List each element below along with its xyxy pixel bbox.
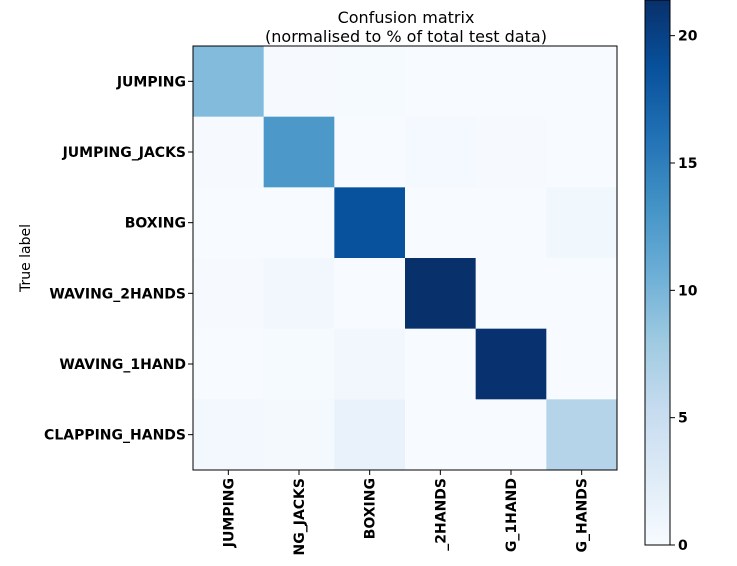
column-label: G_HANDS — [575, 478, 591, 552]
heatmap-cell — [405, 399, 476, 471]
heatmap-cell — [475, 258, 547, 329]
column-label: JUMPING — [221, 478, 237, 548]
column-label: NG_JACKS — [292, 478, 308, 555]
chart-title-line1: Confusion matrix — [338, 8, 475, 27]
heatmap-cell — [193, 399, 264, 471]
heatmap-cell — [193, 328, 264, 400]
heatmap-cell — [334, 187, 406, 259]
heatmap-cell — [546, 46, 618, 117]
heatmap-cell — [546, 187, 618, 259]
heatmap-cell — [334, 46, 406, 117]
heatmap-cell — [475, 399, 547, 471]
heatmap-cell — [263, 258, 335, 329]
row-label: JUMPING_JACKS — [62, 145, 186, 161]
heatmap-cell — [475, 328, 547, 400]
row-label: WAVING_1HAND — [59, 357, 186, 373]
heatmap-cell — [334, 116, 406, 188]
colorbar-tick-label: 10 — [678, 283, 698, 299]
colorbar-tick-label: 15 — [678, 156, 697, 172]
heatmap-cell — [405, 116, 476, 188]
row-label: WAVING_2HANDS — [49, 286, 186, 302]
heatmap-cells — [193, 46, 618, 471]
heatmap-cell — [334, 399, 406, 471]
heatmap-cell — [263, 328, 335, 400]
row-labels: JUMPING JUMPING_JACKS BOXING WAVING_2HANDS W… — [44, 74, 193, 444]
column-label: G_1HAND — [504, 478, 520, 552]
row-label: JUMPING — [116, 74, 186, 90]
heatmap-cell — [405, 187, 476, 259]
heatmap-cell — [263, 116, 335, 188]
colorbar-ticks: 0 5 10 15 20 — [670, 29, 698, 554]
heatmap-cell — [405, 328, 476, 400]
heatmap-frame — [192, 45, 618, 471]
colorbar-tick-label: 0 — [678, 538, 688, 554]
heatmap-cell — [475, 187, 547, 259]
heatmap-cell — [263, 46, 335, 117]
heatmap-cell — [405, 258, 476, 329]
colorbar-tick-label: 20 — [678, 29, 698, 45]
heatmap-cell — [405, 46, 476, 117]
colorbar — [644, 0, 671, 546]
heatmap-cell — [475, 46, 547, 117]
column-labels: JUMPING NG_JACKS BOXING _2HANDS G_1HAND G_HAN… — [221, 470, 591, 555]
heatmap-cell — [263, 399, 335, 471]
row-label: BOXING — [125, 216, 186, 232]
colorbar-tick-label: 5 — [678, 411, 688, 427]
heatmap-cell — [193, 258, 264, 329]
heatmap-cell — [546, 116, 618, 188]
heatmap-cell — [546, 258, 618, 329]
heatmap-cell — [546, 399, 618, 471]
heatmap-cell — [263, 187, 335, 259]
heatmap-cell — [193, 116, 264, 188]
column-label: BOXING — [363, 478, 379, 539]
heatmap-cell — [475, 116, 547, 188]
heatmap-cell — [546, 328, 618, 400]
heatmap-cell — [334, 328, 406, 400]
column-label: _2HANDS — [433, 478, 449, 551]
heatmap-cell — [193, 187, 264, 259]
row-label: CLAPPING_HANDS — [44, 428, 186, 444]
heatmap-cell — [193, 46, 264, 117]
y-axis-label: True label — [18, 224, 34, 293]
heatmap-cell — [334, 258, 406, 329]
chart-title-line2: (normalised to % of total test data) — [265, 27, 547, 46]
